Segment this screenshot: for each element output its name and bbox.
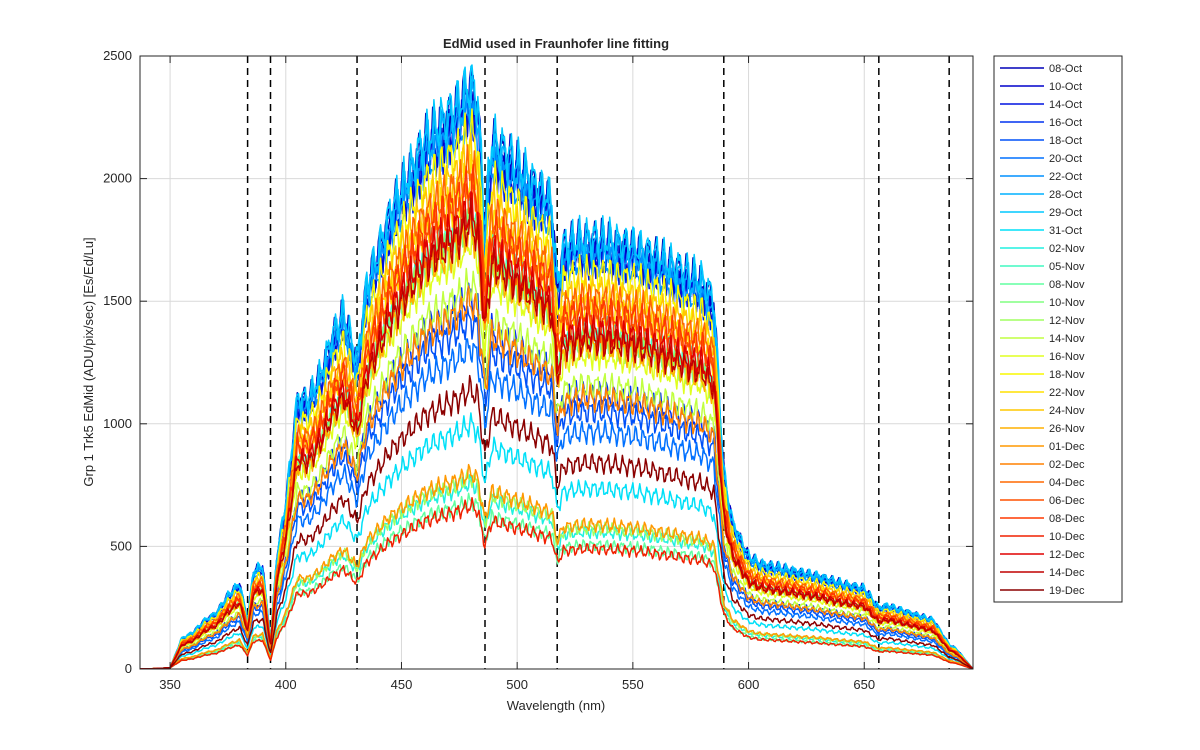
legend-label: 24-Nov	[1049, 405, 1085, 417]
legend-label: 14-Nov	[1049, 333, 1085, 345]
series-line-12-Dec	[140, 191, 973, 669]
y-tick-label: 2000	[103, 171, 132, 186]
y-tick-label: 1000	[103, 416, 132, 431]
x-tick-label: 600	[738, 677, 760, 692]
x-tick-label: 350	[159, 677, 181, 692]
series-line-19-Dec	[140, 374, 973, 669]
series-line-29-Oct	[140, 64, 973, 669]
legend-label: 10-Oct	[1049, 81, 1082, 93]
x-tick-label: 400	[275, 677, 297, 692]
legend-label: 16-Nov	[1049, 351, 1085, 363]
series-line-10-Dec	[140, 497, 973, 669]
legend-label: 28-Oct	[1049, 189, 1082, 201]
plot-frame	[139, 55, 974, 670]
series-line-31-Oct	[140, 412, 973, 669]
legend-label: 01-Dec	[1049, 441, 1085, 453]
legend-label: 05-Nov	[1049, 261, 1085, 273]
axis-ticks: 350 400 450 500 550 600 650 0 500 1000 1500 2000 250…	[103, 48, 973, 692]
y-tick-label: 2500	[103, 48, 132, 63]
series-line-20-Oct	[140, 338, 973, 669]
legend-label: 16-Oct	[1049, 117, 1082, 129]
chart-title: EdMid used in Fraunhofer line fitting	[443, 36, 669, 51]
legend-label: 29-Oct	[1049, 207, 1082, 219]
legend-label: 12-Nov	[1049, 315, 1085, 327]
x-tick-label: 450	[391, 677, 413, 692]
legend-label: 06-Dec	[1049, 495, 1085, 507]
y-tick-label: 1500	[103, 293, 132, 308]
legend-label: 31-Oct	[1049, 225, 1082, 237]
legend-label: 14-Oct	[1049, 99, 1082, 111]
legend-label: 18-Oct	[1049, 135, 1082, 147]
legend: 08-Oct 10-Oct 14-Oct 16-Oct 18-Oct 20-Oct 22-O…	[993, 55, 1123, 603]
legend-label: 02-Dec	[1049, 459, 1085, 471]
legend-label: 26-Nov	[1049, 423, 1085, 435]
x-tick-label: 650	[853, 677, 875, 692]
y-tick-label: 500	[110, 538, 132, 553]
x-axis-label: Wavelength (nm)	[507, 698, 606, 713]
y-axis-label: Grp 1 Trk5 EdMid (ADU/pix/sec) [Es/Ed/Lu…	[81, 237, 96, 486]
series-line-18-Oct	[140, 305, 973, 669]
series-lines	[140, 64, 973, 669]
series-line-14-Dec	[140, 197, 973, 669]
legend-label: 10-Nov	[1049, 297, 1085, 309]
legend-label: 22-Nov	[1049, 387, 1085, 399]
legend-label: 14-Dec	[1049, 567, 1085, 579]
legend-label: 08-Dec	[1049, 513, 1085, 525]
legend-label: 20-Oct	[1049, 153, 1082, 165]
x-tick-label: 550	[622, 677, 644, 692]
legend-label: 08-Oct	[1049, 63, 1082, 75]
legend-label: 22-Oct	[1049, 171, 1082, 183]
legend-label: 02-Nov	[1049, 243, 1085, 255]
legend-label: 12-Dec	[1049, 549, 1085, 561]
series-line-02-Dec	[140, 285, 973, 669]
legend-label: 04-Dec	[1049, 477, 1085, 489]
legend-label: 10-Dec	[1049, 531, 1085, 543]
legend-label: 19-Dec	[1049, 585, 1085, 597]
series-line-01-Dec	[140, 463, 973, 669]
x-tick-label: 500	[506, 677, 528, 692]
y-tick-label: 0	[125, 661, 132, 676]
legend-label: 08-Nov	[1049, 279, 1085, 291]
legend-label: 18-Nov	[1049, 369, 1085, 381]
legend-box	[993, 55, 1123, 603]
